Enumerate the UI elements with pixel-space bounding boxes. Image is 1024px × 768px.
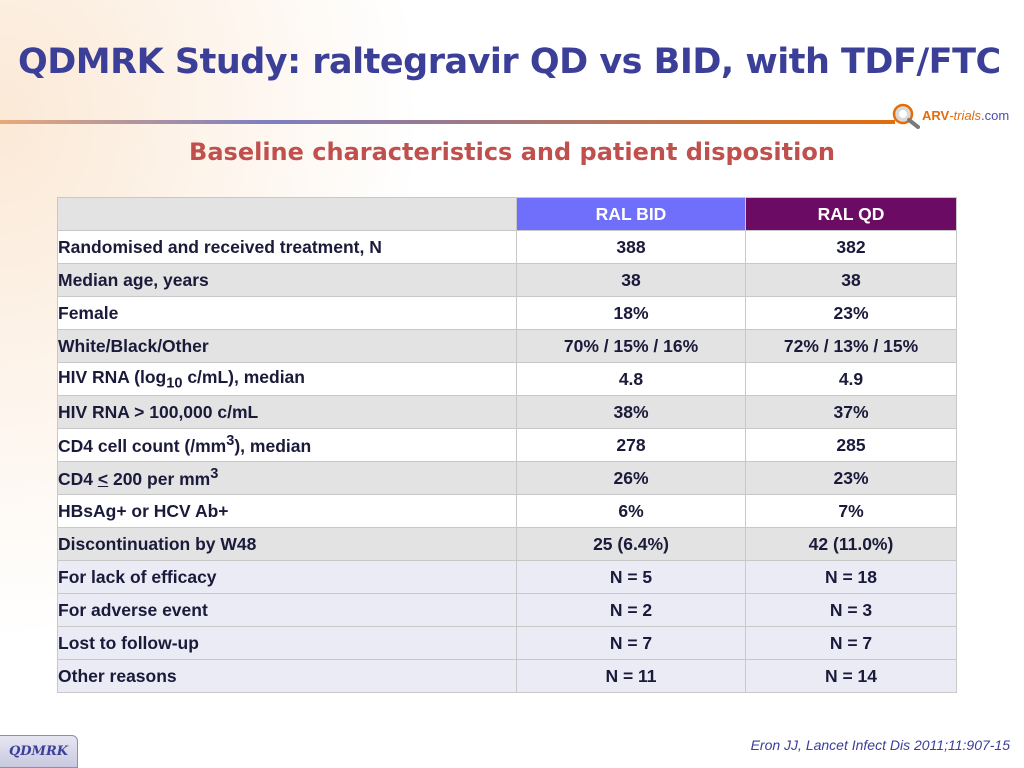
ral-qd-value: 37% — [745, 395, 957, 429]
ral-qd-value: N = 3 — [745, 593, 957, 627]
ral-bid-value: 6% — [516, 494, 746, 528]
ral-bid-value: 18% — [516, 296, 746, 330]
table-row: For lack of efficacy N = 5 N = 18 — [57, 560, 957, 594]
table-row: HIV RNA > 100,000 c/mL 38% 37% — [57, 395, 957, 429]
row-label: Discontinuation by W48 — [57, 527, 517, 561]
table-row: Discontinuation by W48 25 (6.4%) 42 (11.… — [57, 527, 957, 561]
slide-subtitle: Baseline characteristics and patient dis… — [189, 138, 835, 166]
ral-qd-value: 42 (11.0%) — [745, 527, 957, 561]
header-ral-bid: RAL BID — [516, 197, 746, 231]
ral-qd-value: 285 — [745, 428, 957, 462]
ral-qd-value: 72% / 13% / 15% — [745, 329, 957, 363]
row-label: HIV RNA > 100,000 c/mL — [57, 395, 517, 429]
row-label: HIV RNA (log10 c/mL), median — [57, 362, 517, 396]
ral-bid-value: N = 5 — [516, 560, 746, 594]
row-label: For lack of efficacy — [57, 560, 517, 594]
label-superscript: 3 — [210, 466, 219, 483]
arv-trials-logo: ARV-trials.com — [888, 100, 1018, 130]
table-row: HBsAg+ or HCV Ab+ 6% 7% — [57, 494, 957, 528]
row-label: HBsAg+ or HCV Ab+ — [57, 494, 517, 528]
label-subscript: 10 — [166, 375, 183, 392]
ral-bid-value: N = 2 — [516, 593, 746, 627]
ral-qd-value: 23% — [745, 461, 957, 495]
table-row: Other reasons N = 11 N = 14 — [57, 659, 957, 693]
ral-bid-value: 4.8 — [516, 362, 746, 396]
table-row: Female 18% 23% — [57, 296, 957, 330]
row-label: Randomised and received treatment, N — [57, 230, 517, 264]
row-label: Median age, years — [57, 263, 517, 297]
row-label: Female — [57, 296, 517, 330]
label-text: HIV RNA (log — [58, 366, 167, 387]
label-text: 200 per mm — [108, 468, 211, 489]
table-row: CD4 < 200 per mm3 26% 23% — [57, 461, 957, 495]
title-divider — [0, 120, 895, 124]
ral-bid-value: 278 — [516, 428, 746, 462]
logo-part-arv: ARV — [922, 107, 950, 123]
table-row: For adverse event N = 2 N = 3 — [57, 593, 957, 627]
table-row: Median age, years 38 38 — [57, 263, 957, 297]
row-label: CD4 cell count (/mm3), median — [57, 428, 517, 462]
ral-bid-value: 26% — [516, 461, 746, 495]
row-label: White/Black/Other — [57, 329, 517, 363]
study-tag: QDMRK — [0, 735, 78, 768]
label-text: c/mL), median — [182, 366, 305, 387]
slide-title: QDMRK Study: raltegravir QD vs BID, with… — [18, 42, 1001, 82]
baseline-table: RAL BID RAL QD Randomised and received t… — [57, 197, 957, 693]
citation: Eron JJ, Lancet Infect Dis 2011;11:907-1… — [750, 737, 1010, 753]
table-row: Lost to follow-up N = 7 N = 7 — [57, 626, 957, 660]
ral-qd-value: 7% — [745, 494, 957, 528]
table-row: HIV RNA (log10 c/mL), median 4.8 4.9 — [57, 362, 957, 396]
label-text: ), median — [234, 435, 312, 456]
ral-qd-value: N = 14 — [745, 659, 957, 693]
ral-qd-value: 382 — [745, 230, 957, 264]
table-row: White/Black/Other 70% / 15% / 16% 72% / … — [57, 329, 957, 363]
label-underlined-symbol: < — [97, 468, 109, 489]
row-label: Other reasons — [57, 659, 517, 693]
row-label: Lost to follow-up — [57, 626, 517, 660]
header-empty-cell — [57, 197, 517, 231]
table-row: Randomised and received treatment, N 388… — [57, 230, 957, 264]
ral-bid-value: 25 (6.4%) — [516, 527, 746, 561]
ral-qd-value: 38 — [745, 263, 957, 297]
ral-bid-value: 38% — [516, 395, 746, 429]
header-ral-qd: RAL QD — [745, 197, 957, 231]
ral-qd-value: N = 18 — [745, 560, 957, 594]
row-label: For adverse event — [57, 593, 517, 627]
ral-qd-value: N = 7 — [745, 626, 957, 660]
ral-qd-value: 23% — [745, 296, 957, 330]
ral-bid-value: 388 — [516, 230, 746, 264]
ral-bid-value: N = 7 — [516, 626, 746, 660]
ral-qd-value: 4.9 — [745, 362, 957, 396]
logo-wordmark: ARV-trials.com — [922, 108, 1009, 123]
ral-bid-value: N = 11 — [516, 659, 746, 693]
logo-part-trials: -trials — [949, 107, 981, 123]
ral-bid-value: 70% / 15% / 16% — [516, 329, 746, 363]
label-text: CD4 — [58, 468, 98, 489]
ral-bid-value: 38 — [516, 263, 746, 297]
row-label: CD4 < 200 per mm3 — [57, 461, 517, 495]
magnifier-logo-icon — [892, 103, 920, 129]
label-superscript: 3 — [226, 433, 235, 450]
logo-part-com: .com — [981, 107, 1010, 123]
table-row: CD4 cell count (/mm3), median 278 285 — [57, 428, 957, 462]
table-header-row: RAL BID RAL QD — [57, 197, 957, 231]
label-text: CD4 cell count (/mm — [58, 435, 227, 456]
